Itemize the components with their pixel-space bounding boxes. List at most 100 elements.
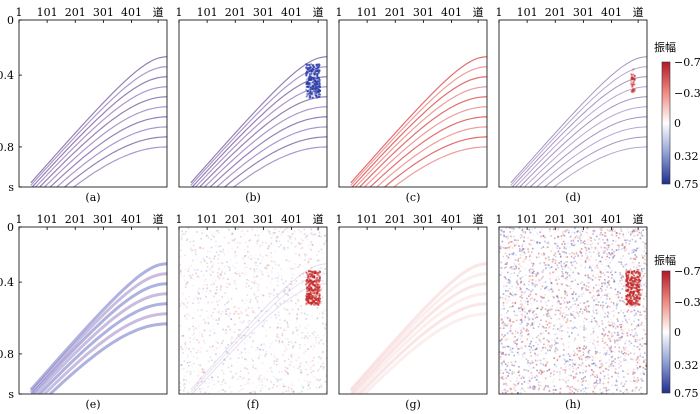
anomaly-mark xyxy=(306,287,308,290)
anomaly-mark xyxy=(637,297,639,300)
seismic-event xyxy=(350,282,487,394)
anomaly-mark xyxy=(309,279,312,282)
anomaly-mark xyxy=(638,298,641,301)
anomaly-mark xyxy=(638,304,640,306)
anomaly-mark xyxy=(630,80,633,83)
anomaly-mark xyxy=(317,93,320,96)
anomaly-mark xyxy=(306,72,309,75)
anomaly-mark xyxy=(314,78,316,81)
anomaly-mark xyxy=(637,291,640,293)
anomaly-mark xyxy=(310,275,312,278)
anomaly-mark xyxy=(309,74,312,77)
anomaly-mark xyxy=(311,83,314,85)
anomaly-mark xyxy=(316,73,319,75)
anomaly-mark xyxy=(308,273,311,276)
anomaly-mark xyxy=(634,302,637,305)
anomaly-mark xyxy=(632,280,635,283)
anomaly-mark xyxy=(317,76,319,79)
anomaly-mark xyxy=(627,290,629,293)
anomaly-mark xyxy=(306,83,309,86)
anomaly-mark xyxy=(317,279,319,282)
seismic-event xyxy=(543,136,647,187)
anomaly-mark xyxy=(306,294,309,297)
anomaly-mark xyxy=(313,92,316,95)
anomaly-mark xyxy=(310,86,312,89)
anomaly-mark xyxy=(315,272,318,275)
anomaly-mark xyxy=(628,295,631,298)
seismic-event xyxy=(216,126,327,187)
anomaly-mark xyxy=(318,78,320,80)
anomaly-mark xyxy=(313,297,316,300)
anomaly-mark xyxy=(627,274,629,277)
anomaly-mark xyxy=(306,282,309,285)
anomaly-mark xyxy=(306,273,309,276)
colorbar-label: 0.75 xyxy=(674,387,699,400)
anomaly-mark xyxy=(319,271,321,273)
anomaly-mark xyxy=(629,278,632,281)
anomaly-mark xyxy=(318,65,320,67)
panel-g: 1 101 201 301 401 道 (g) xyxy=(336,212,488,411)
colorbar-title: 振幅 xyxy=(654,40,676,54)
anomaly-mark xyxy=(315,63,318,66)
anomaly-mark xyxy=(315,90,317,92)
anomaly-mark xyxy=(625,283,628,286)
anomaly-mark xyxy=(312,294,315,297)
anomaly-mark xyxy=(633,279,636,282)
anomaly-mark xyxy=(311,295,314,298)
anomaly-mark xyxy=(632,273,634,275)
anomaly-mark xyxy=(637,281,640,284)
anomaly-mark xyxy=(305,271,308,274)
anomaly-mark xyxy=(309,73,311,76)
anomaly-mark xyxy=(315,297,318,300)
anomaly-mark xyxy=(632,89,635,92)
anomaly-mark xyxy=(306,297,309,300)
seismic-event xyxy=(376,126,487,187)
anomaly-mark xyxy=(315,276,318,279)
anomaly-mark xyxy=(318,63,320,66)
anomaly-mark xyxy=(314,73,317,75)
anomaly-mark xyxy=(308,287,310,290)
anomaly-mark xyxy=(311,283,313,286)
anomaly-mark xyxy=(627,300,629,302)
anomaly-mark xyxy=(632,294,635,297)
seismic-event xyxy=(523,106,647,187)
anomaly-mark xyxy=(307,68,310,71)
anomaly-mark xyxy=(636,270,639,273)
x-tick-label: 1 xyxy=(16,6,23,19)
anomaly-mark xyxy=(310,280,313,283)
anomaly-mark xyxy=(633,270,636,273)
anomaly-mark xyxy=(634,297,637,299)
anomaly-mark xyxy=(634,290,637,292)
seismic-event xyxy=(510,66,647,186)
anomaly-mark xyxy=(312,301,315,304)
anomaly-mark xyxy=(309,91,311,94)
anomaly-mark xyxy=(307,284,310,287)
anomaly-mark xyxy=(639,288,641,291)
anomaly-mark xyxy=(314,301,316,304)
x-tick-label: 101 xyxy=(197,6,218,19)
anomaly-mark xyxy=(317,287,320,290)
anomaly-mark xyxy=(315,292,318,294)
seismic-event xyxy=(349,272,487,394)
anomaly-mark xyxy=(632,81,635,84)
anomaly-mark xyxy=(632,83,634,86)
anomaly-mark xyxy=(639,279,641,282)
anomaly-mark xyxy=(315,279,318,281)
anomaly-mark xyxy=(310,84,313,87)
x-tick-label: 201 xyxy=(545,6,566,19)
anomaly-mark xyxy=(315,282,318,284)
anomaly-mark xyxy=(628,302,631,305)
seismic-event xyxy=(369,116,487,187)
anomaly-mark xyxy=(314,67,317,70)
seismic-event xyxy=(232,146,327,187)
anomaly-mark xyxy=(316,302,318,305)
anomaly-mark xyxy=(633,88,636,91)
anomaly-mark xyxy=(318,79,321,81)
anomaly-mark xyxy=(306,67,309,70)
anomaly-mark xyxy=(637,300,639,303)
anomaly-mark xyxy=(639,294,641,297)
y-tick-label: 0.8 xyxy=(0,348,14,361)
panel-frame xyxy=(498,19,648,188)
anomaly-mark xyxy=(319,93,321,96)
colorbar-label: 0 xyxy=(674,326,681,339)
